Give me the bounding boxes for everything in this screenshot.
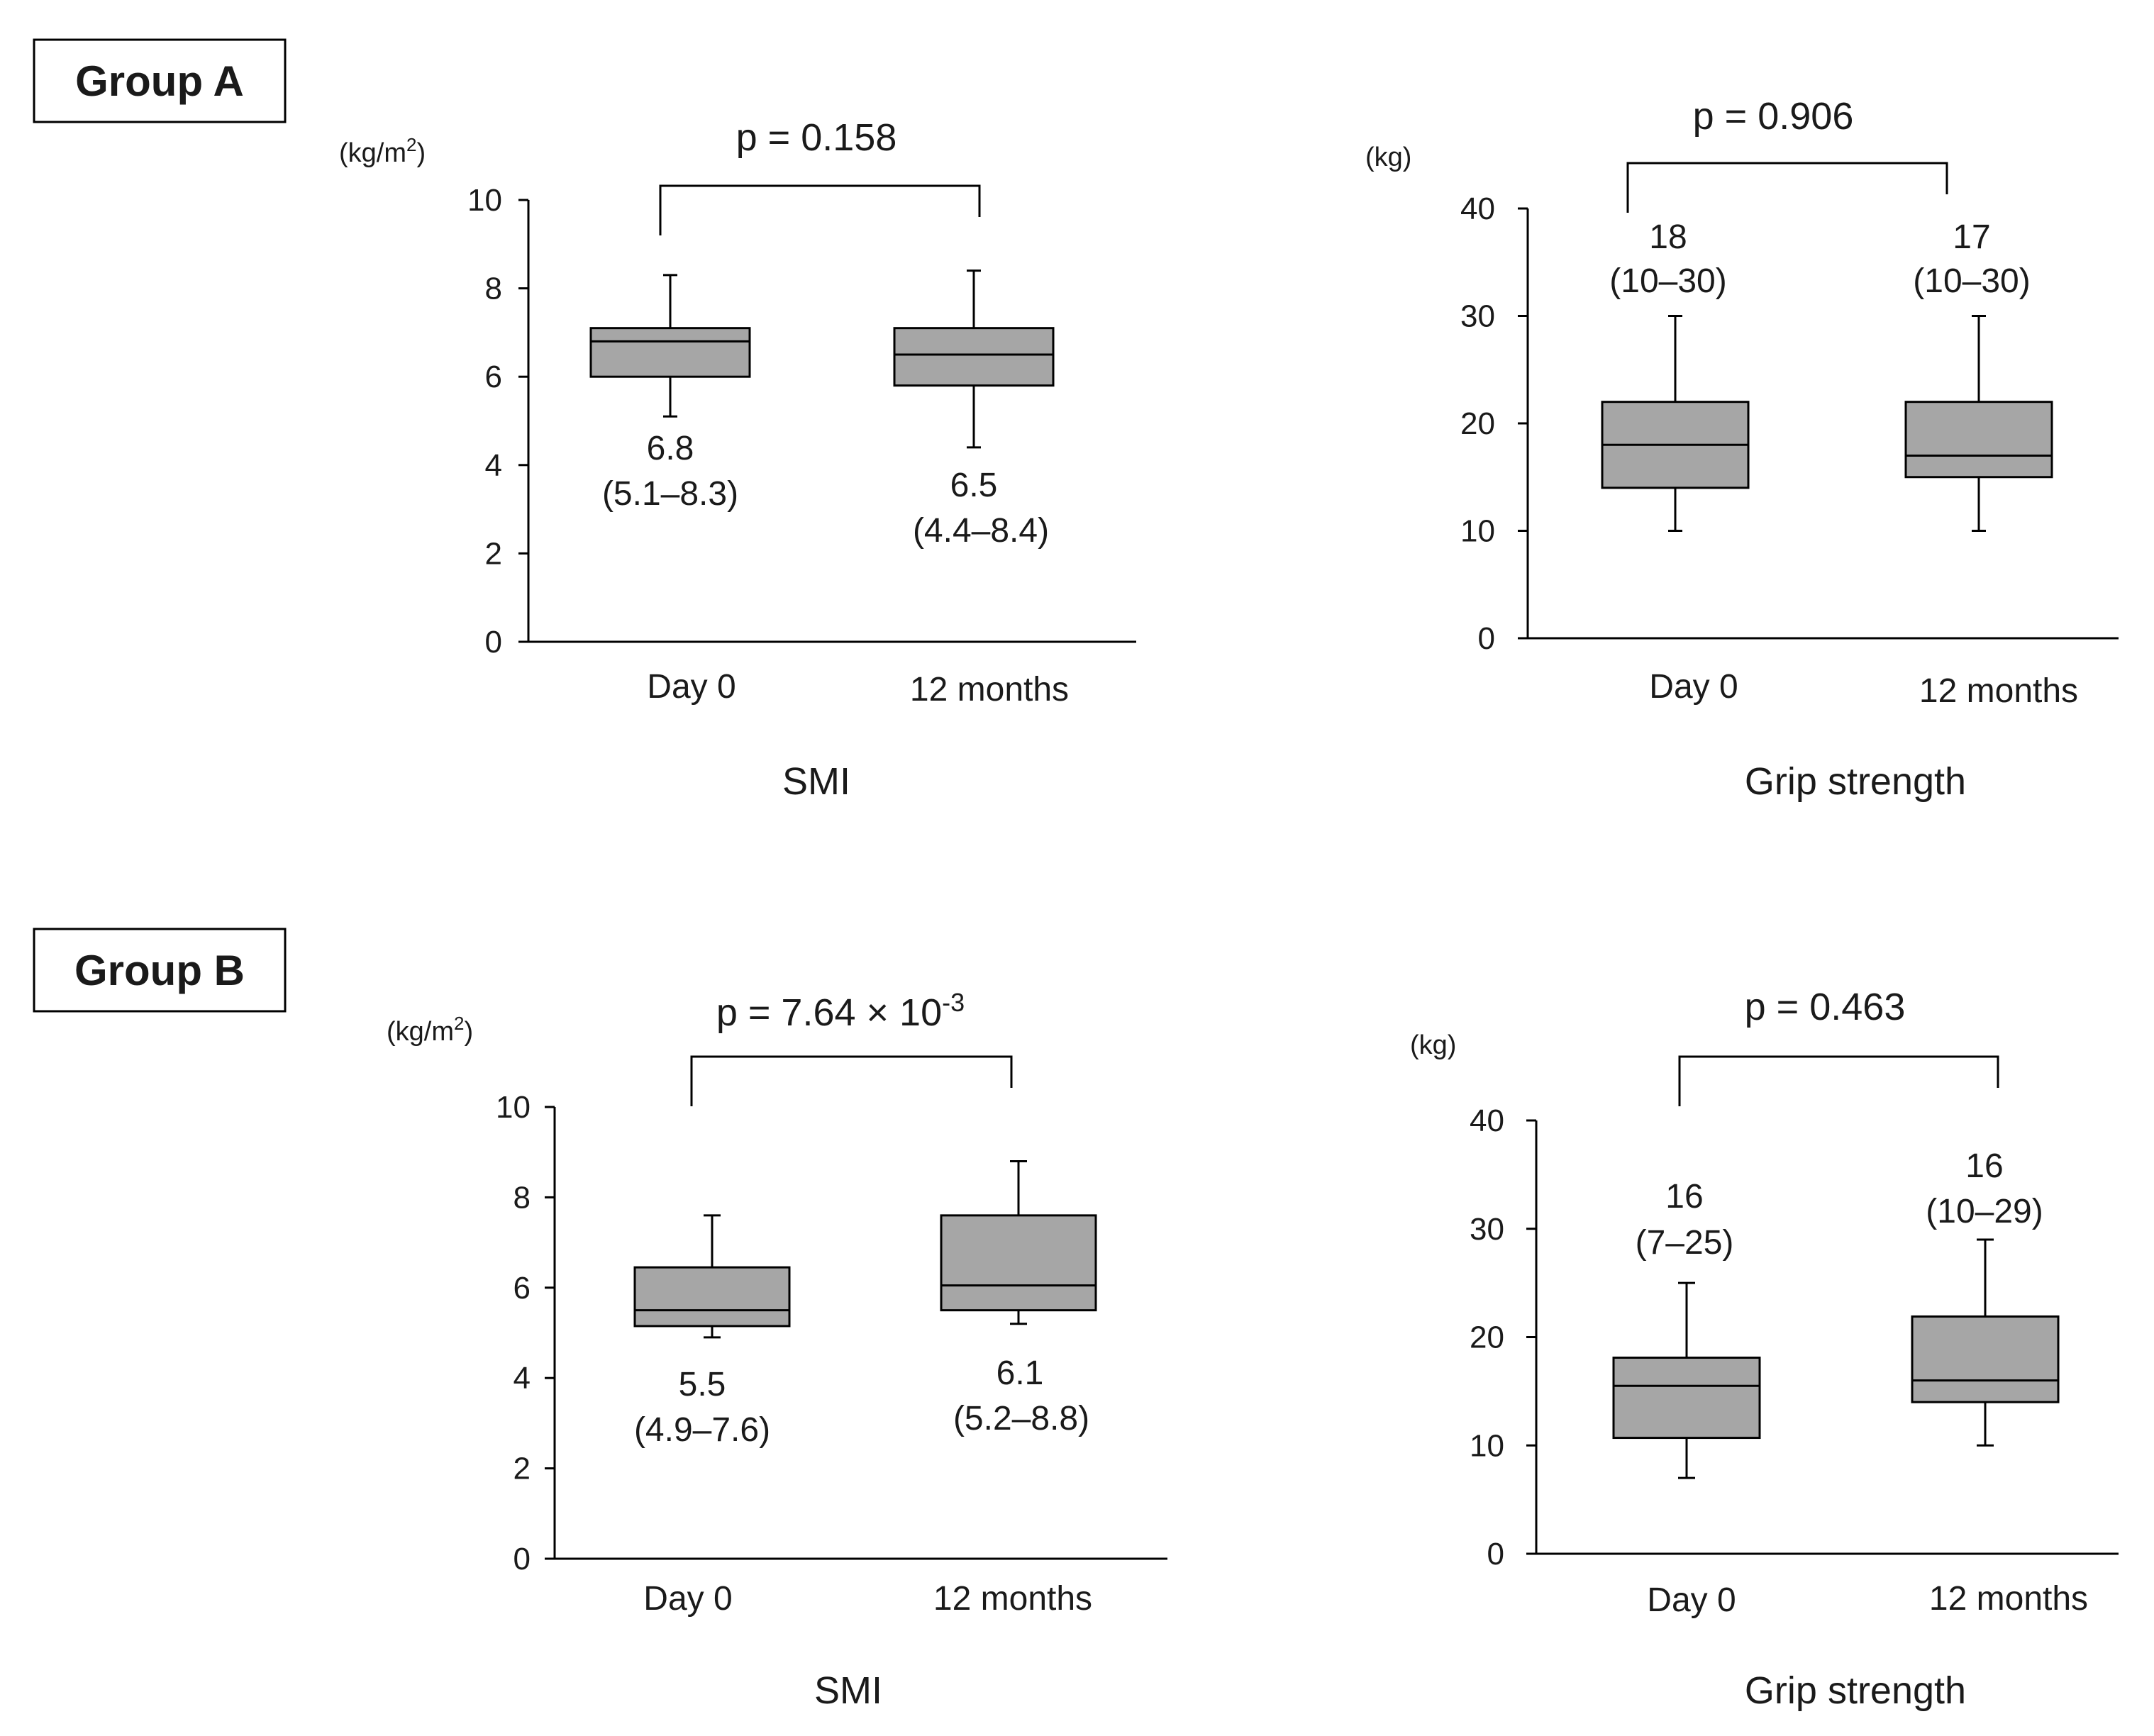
x-category-label: Day 0 [643,1580,732,1618]
iqr-box [940,1214,1097,1312]
group-b-label: Group B [33,928,287,1013]
plot-area: 0 10 20 30 40 [1470,1055,2119,1571]
x-category-label: 12 months [1929,1580,2088,1618]
chart-group-b-smi: (kg/m2) p = 7.64 × 10-3 SMI Day 0 12 mon… [387,988,1167,1712]
y-tick-label: 20 [1460,406,1495,441]
y-tick-label: 30 [1470,1212,1504,1247]
range-label: (10–30) [1609,262,1726,300]
group-a-label-text: Group A [75,57,244,105]
plot-area: 0 2 4 6 8 10 [467,183,1136,660]
y-tick-label: 30 [1460,299,1495,334]
y-unit-label: (kg/m2) [339,134,426,168]
iqr-box [1904,401,2053,479]
range-label: (10–29) [1926,1193,2043,1230]
y-tick-label: 10 [496,1090,531,1125]
iqr-box [633,1266,791,1328]
x-category-label: 12 months [1919,672,2078,710]
y-unit-label: (kg) [1365,143,1411,172]
significance-bracket [659,184,981,235]
iqr-box [589,327,751,378]
range-label: (5.2–8.8) [953,1400,1089,1437]
y-tick-label: 2 [485,536,502,571]
median-label: 6.1 [996,1354,1044,1392]
median-label: 6.5 [950,467,998,504]
range-label: (7–25) [1636,1224,1734,1262]
chart-group-b-grip: (kg) p = 0.463 Grip strength Day 0 12 mo… [1410,986,2119,1712]
median-label: 6.8 [647,430,694,467]
p-value-label: p = 0.158 [736,116,897,159]
range-label: (4.4–8.4) [913,512,1049,550]
p-value-label: p = 0.463 [1745,986,1906,1028]
y-tick-label: 4 [485,448,502,483]
x-axis-title: Grip strength [1745,1669,1966,1712]
x-axis-title: SMI [814,1669,882,1712]
y-tick-label: 10 [1460,514,1495,549]
median-label: 5.5 [679,1366,726,1403]
group-b-label-text: Group B [74,947,245,994]
y-tick-label: 40 [1470,1103,1504,1138]
range-label: (10–30) [1913,262,2030,300]
y-tick-label: 0 [485,625,502,660]
iqr-box [1911,1315,2060,1403]
y-tick-label: 6 [513,1271,531,1306]
y-unit-label: (kg) [1410,1030,1456,1060]
y-tick-label: 20 [1470,1320,1504,1355]
median-label: 16 [1665,1178,1703,1215]
y-tick-label: 10 [467,183,502,218]
x-axis-title: Grip strength [1745,760,1966,803]
x-axis-title: SMI [782,760,850,803]
iqr-box [893,327,1055,387]
chart-group-a-grip: (kg) p = 0.906 Grip strength Day 0 12 mo… [1365,95,2119,803]
y-tick-label: 10 [1470,1428,1504,1463]
iqr-box [1612,1357,1761,1440]
x-category-label: 12 months [933,1580,1092,1618]
significance-bracket [690,1055,1013,1106]
p-value-label: p = 7.64 × 10-3 [716,988,965,1035]
y-unit-label: (kg/m2) [387,1013,473,1047]
range-label: (4.9–7.6) [634,1411,770,1449]
y-tick-label: 8 [485,272,502,306]
y-tick-label: 4 [513,1361,531,1396]
median-label: 17 [1953,218,1990,256]
y-tick-label: 0 [513,1542,531,1576]
range-label: (5.1–8.3) [602,475,738,513]
y-tick-label: 40 [1460,191,1495,226]
plot-area: 0 2 4 6 8 10 [496,1055,1167,1576]
x-category-label: Day 0 [647,668,735,706]
p-value-label: p = 0.906 [1693,95,1854,138]
x-category-label: Day 0 [1647,1581,1736,1619]
group-a-label: Group A [33,38,287,123]
x-category-label: 12 months [910,671,1069,708]
y-tick-label: 2 [513,1452,531,1486]
y-tick-label: 8 [513,1180,531,1215]
x-category-label: Day 0 [1649,668,1738,706]
median-label: 18 [1649,218,1687,256]
significance-bracket [1678,1055,1999,1106]
y-tick-label: 0 [1487,1537,1504,1571]
median-label: 16 [1965,1147,2003,1185]
chart-group-a-smi: (kg/m2) p = 0.158 SMI Day 0 12 months 6.… [339,116,1136,803]
y-tick-label: 0 [1478,621,1495,656]
plot-area: 0 10 20 30 40 [1460,162,2119,656]
significance-bracket [1626,162,1948,213]
y-tick-label: 6 [485,360,502,394]
